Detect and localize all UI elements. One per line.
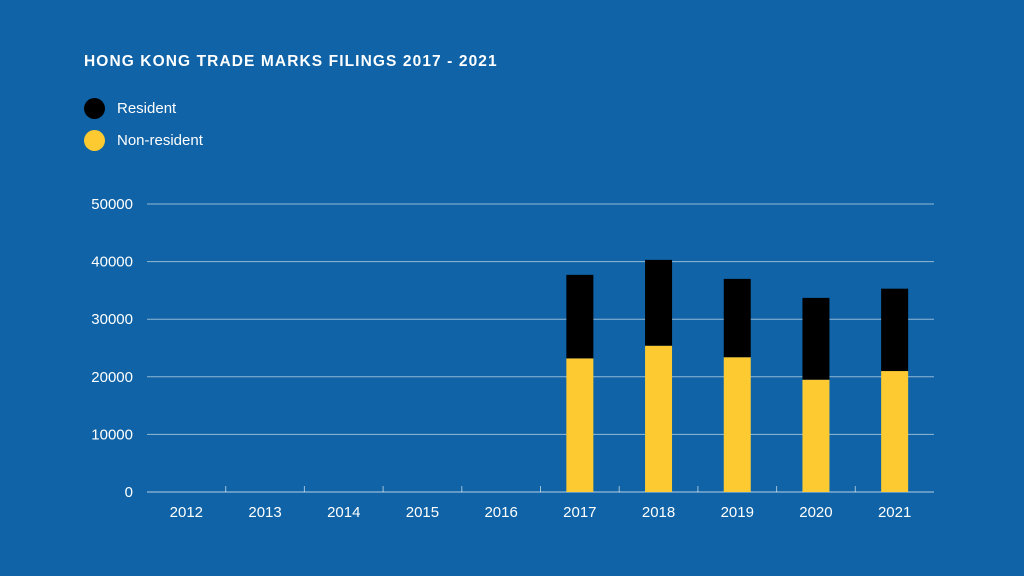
bar-resident-2018 — [645, 259, 673, 346]
bar-resident-2019 — [723, 278, 751, 358]
legend-item-resident: Resident — [84, 97, 203, 119]
legend-swatch-resident — [84, 97, 105, 119]
x-tick-label-2015: 2015 — [406, 504, 439, 521]
y-tick-label-0: 0 — [125, 484, 133, 501]
bar-non-resident-2019 — [723, 357, 751, 492]
bar-non-resident-2021 — [881, 371, 909, 492]
x-tick-label-2020: 2020 — [799, 504, 832, 521]
x-tick-label-2012: 2012 — [170, 504, 203, 521]
legend: Resident Non-resident — [84, 97, 203, 161]
bar-resident-2021 — [881, 288, 909, 372]
x-tick-label-2013: 2013 — [248, 504, 281, 521]
x-tick-label-2018: 2018 — [642, 504, 675, 521]
x-tick-label-2016: 2016 — [484, 504, 517, 521]
bar-resident-2020 — [802, 297, 830, 380]
y-tick-label-20000: 20000 — [91, 369, 133, 386]
legend-swatch-non-resident — [84, 129, 105, 151]
bar-non-resident-2018 — [645, 345, 673, 492]
legend-item-non-resident: Non-resident — [84, 129, 203, 151]
x-tick-label-2017: 2017 — [563, 504, 596, 521]
y-tick-label-30000: 30000 — [91, 311, 133, 328]
legend-label-resident: Resident — [117, 99, 177, 117]
bar-non-resident-2020 — [802, 379, 830, 492]
bar-non-resident-2017 — [566, 358, 594, 492]
y-tick-label-40000: 40000 — [91, 254, 133, 271]
chart-title: HONG KONG TRADE MARKS FILINGS 2017 - 202… — [84, 53, 498, 70]
legend-label-non-resident: Non-resident — [117, 131, 203, 149]
bar-resident-2017 — [566, 274, 594, 359]
y-tick-label-10000: 10000 — [91, 426, 133, 443]
y-tick-label-50000: 50000 — [91, 196, 133, 213]
x-tick-label-2019: 2019 — [721, 504, 754, 521]
x-tick-label-2014: 2014 — [327, 504, 360, 521]
x-tick-label-2021: 2021 — [878, 504, 911, 521]
